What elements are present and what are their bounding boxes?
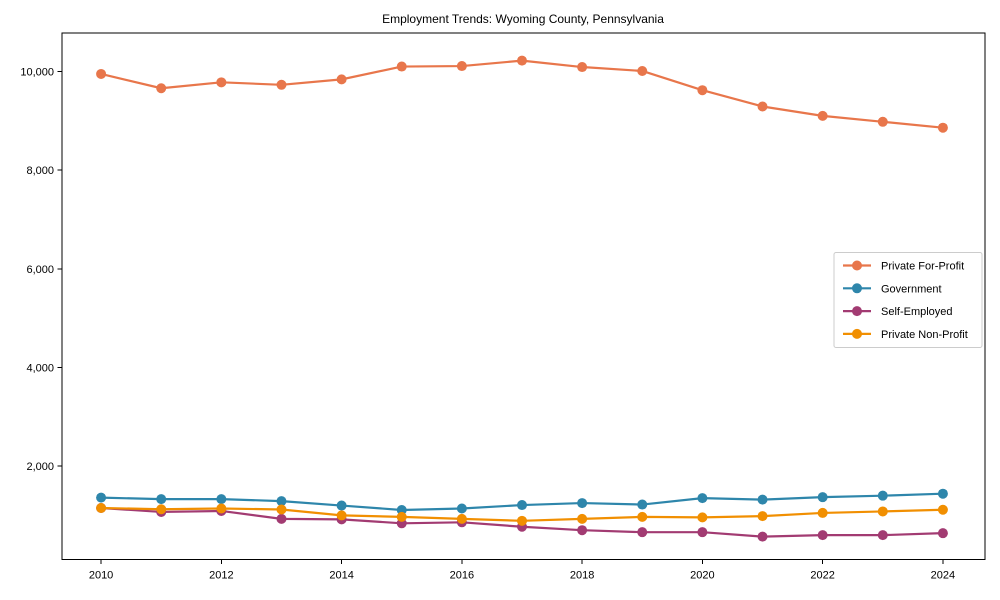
legend: Private For-Profit Government Self-Employe… [833, 252, 983, 348]
government-point-2012 [216, 494, 227, 505]
private-non-profit-point-2013 [276, 504, 287, 515]
private-for-profit-point-2010 [96, 68, 107, 79]
y-axis: 2,000 4,000 6,000 8,000 10,000 [20, 66, 62, 473]
y-tick-label: 6,000 [26, 264, 54, 276]
plot-border [61, 32, 986, 560]
self-employed-point-2023 [877, 530, 888, 541]
y-tick-label: 4,000 [26, 362, 54, 374]
legend-box [833, 252, 983, 348]
private-non-profit-point-2010 [96, 503, 107, 514]
legend-item-private-for-profit: Private For-Profit [843, 260, 964, 273]
private-non-profit-point-2021 [757, 511, 768, 522]
government-point-2015 [396, 504, 407, 515]
legend-item-private-non-profit: Private Non-Profit [843, 328, 968, 341]
government-point-2011 [156, 494, 167, 505]
government-point-2023 [877, 490, 888, 501]
government-point-2010 [96, 492, 107, 503]
self-employed-point-2022 [817, 530, 828, 541]
private-non-profit-point-2012 [216, 503, 227, 514]
legend-item-government: Government [843, 283, 942, 295]
self-employed-point-2024 [937, 528, 948, 539]
series-private-for-profit [96, 55, 948, 133]
legend-dot-marker [852, 283, 862, 294]
private-for-profit-point-2017 [516, 55, 527, 66]
private-for-profit-point-2015 [396, 61, 407, 72]
self-employed-point-2013 [276, 513, 287, 524]
self-employed-point-2019 [637, 527, 648, 538]
government-point-2014 [336, 500, 347, 511]
private-for-profit-point-2018 [577, 62, 588, 73]
private-non-profit-point-2022 [817, 507, 828, 518]
y-tick-label: 10,000 [20, 66, 54, 78]
private-non-profit-point-2019 [637, 511, 648, 522]
private-non-profit-point-2020 [697, 512, 708, 523]
government-point-2017 [516, 500, 527, 511]
x-tick-label: 2018 [570, 570, 594, 582]
y-tick-label: 8,000 [26, 165, 54, 177]
government-point-2021 [757, 494, 768, 505]
x-tick-label: 2014 [329, 570, 353, 582]
legend-dot-marker [852, 328, 862, 339]
x-tick-label: 2022 [810, 570, 834, 582]
legend-label: Government [881, 283, 942, 295]
y-tick-label: 2,000 [26, 461, 54, 473]
private-for-profit-point-2020 [697, 85, 708, 96]
government-point-2024 [937, 488, 948, 499]
private-non-profit-point-2017 [516, 515, 527, 526]
x-tick-label: 2010 [89, 570, 113, 582]
legend-label: Private For-Profit [881, 261, 964, 273]
private-for-profit-point-2013 [276, 79, 287, 90]
self-employed-point-2018 [577, 525, 588, 536]
private-for-profit-point-2022 [817, 110, 828, 121]
legend-dot-marker [852, 306, 862, 317]
legend-dot-marker [852, 260, 862, 271]
private-for-profit-point-2012 [216, 77, 227, 88]
x-tick-label: 2024 [931, 570, 955, 582]
private-non-profit-point-2015 [396, 511, 407, 522]
legend-item-self-employed: Self-Employed [843, 306, 953, 318]
legend-label: Private Non-Profit [881, 329, 968, 341]
government-point-2022 [817, 492, 828, 503]
private-for-profit-point-2019 [637, 65, 648, 76]
government-point-2019 [637, 499, 648, 510]
chart-title: Employment Trends: Wyoming County, Penns… [382, 12, 664, 26]
private-for-profit-point-2023 [877, 116, 888, 127]
x-tick-label: 2020 [690, 570, 714, 582]
private-non-profit-point-2024 [937, 504, 948, 515]
x-tick-label: 2016 [450, 570, 474, 582]
private-for-profit-point-2014 [336, 74, 347, 85]
private-non-profit-point-2018 [577, 513, 588, 524]
government-point-2013 [276, 496, 287, 507]
private-non-profit-point-2023 [877, 506, 888, 517]
private-for-profit-point-2021 [757, 101, 768, 112]
private-non-profit-point-2016 [456, 513, 467, 524]
government-point-2020 [697, 493, 708, 504]
private-for-profit-point-2011 [156, 83, 167, 94]
self-employed-point-2020 [697, 527, 708, 538]
private-non-profit-point-2014 [336, 510, 347, 521]
series-private-non-profit [96, 503, 948, 526]
private-for-profit-point-2016 [456, 61, 467, 72]
x-axis: 2010 2012 2014 2016 2018 2020 2022 2024 [89, 559, 955, 582]
legend-label: Self-Employed [881, 306, 953, 318]
x-tick-label: 2012 [209, 570, 233, 582]
private-non-profit-point-2011 [156, 504, 167, 515]
government-point-2016 [456, 503, 467, 514]
self-employed-point-2021 [757, 531, 768, 542]
series-government [96, 488, 948, 515]
private-for-profit-point-2024 [937, 122, 948, 133]
government-point-2018 [577, 498, 588, 509]
series-line-private-for-profit [99, 59, 945, 129]
